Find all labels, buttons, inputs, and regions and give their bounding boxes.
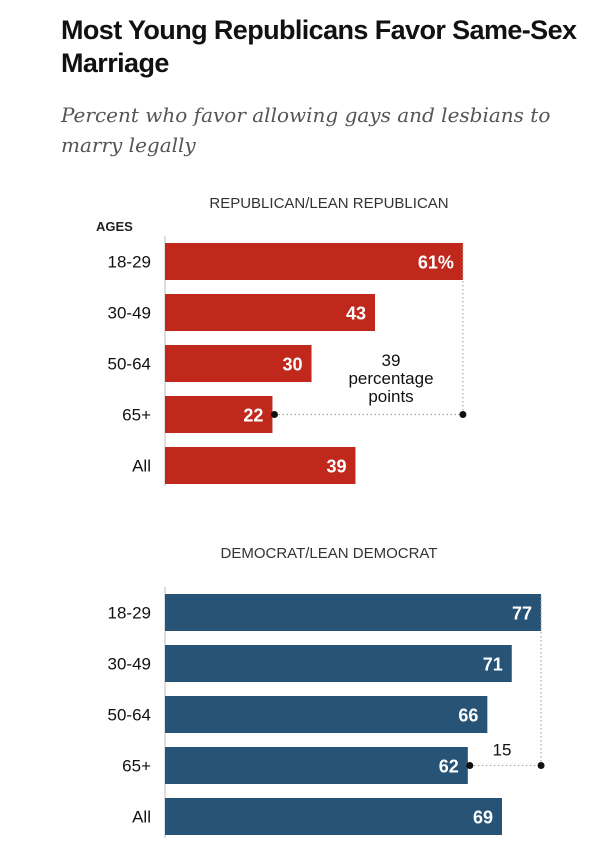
- chart-title: Most Young Republicans Favor Same-Sex Ma…: [61, 15, 577, 78]
- dem-value-label: 71: [483, 655, 503, 675]
- dem-bar-All: [165, 798, 502, 835]
- dem-annotation-dot-start: [466, 762, 474, 769]
- dem-annotation-text: 15: [493, 741, 512, 760]
- rep-value-label: 22: [243, 406, 263, 426]
- rep-annotation-text: points: [368, 387, 413, 406]
- rep-value-label: 30: [282, 355, 302, 375]
- rep-category-label: 65+: [122, 406, 151, 425]
- rep-value-label: 39: [326, 457, 346, 477]
- rep-category-label: All: [132, 457, 151, 476]
- dem-bar-65+: [165, 747, 468, 784]
- dem-value-label: 62: [439, 757, 459, 777]
- dem-category-label: All: [132, 808, 151, 827]
- rep-annotation-dot-end: [459, 411, 467, 418]
- rep-category-label: 30-49: [108, 304, 151, 323]
- rep-value-label: 61%: [418, 253, 454, 273]
- rep-bar-30-49: [165, 294, 376, 331]
- dem-category-label: 65+: [122, 757, 151, 776]
- rep-annotation-text: 39: [382, 351, 401, 370]
- dem-category-label: 50-64: [108, 706, 151, 725]
- rep-bar-All: [165, 447, 356, 484]
- chart-subtitle: Percent who favor allowing gays and lesb…: [61, 103, 551, 157]
- rep-value-label: 43: [346, 304, 366, 324]
- rep-panel-title: REPUBLICAN/LEAN REPUBLICAN: [209, 195, 448, 212]
- dem-value-label: 66: [458, 706, 478, 726]
- rep-category-label: 50-64: [108, 355, 151, 374]
- rep-axis-label: AGES: [96, 219, 133, 234]
- rep-category-label: 18-29: [108, 253, 151, 272]
- dem-bar-18-29: [165, 594, 542, 631]
- dem-panel-title: DEMOCRAT/LEAN DEMOCRAT: [221, 545, 438, 562]
- dem-annotation-dot-end: [537, 762, 545, 769]
- rep-bar-18-29: [165, 243, 463, 280]
- rep-annotation-dot-start: [270, 411, 278, 418]
- dem-bar-30-49: [165, 645, 512, 682]
- dem-category-label: 30-49: [108, 655, 151, 674]
- dem-value-label: 69: [473, 808, 493, 828]
- rep-bar-65+: [165, 396, 273, 433]
- dem-bar-50-64: [165, 696, 488, 733]
- rep-annotation-text: percentage: [348, 369, 433, 388]
- dem-value-label: 77: [512, 604, 532, 624]
- dem-category-label: 18-29: [108, 604, 151, 623]
- rep-bar-50-64: [165, 345, 312, 382]
